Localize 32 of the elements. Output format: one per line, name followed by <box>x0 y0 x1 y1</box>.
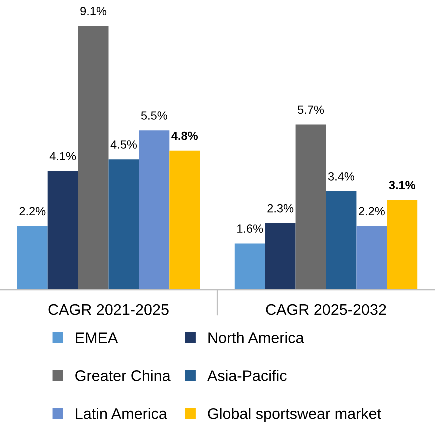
data-label: 2.2% <box>359 207 385 216</box>
data-label: 9.1% <box>80 7 107 16</box>
data-label: 1.6% <box>238 224 264 234</box>
bar <box>234 244 266 290</box>
data-label: 3.4% <box>328 172 355 181</box>
legend-label: Global sportswear market <box>208 408 382 422</box>
legend-label: EMEA <box>76 332 118 344</box>
data-label: 4.1% <box>50 152 76 160</box>
bar <box>17 226 48 290</box>
data-label: 5.7% <box>298 106 324 114</box>
bar <box>356 226 388 290</box>
legend-label: Asia-Pacific <box>208 370 287 382</box>
bar <box>265 223 296 290</box>
bar <box>48 171 78 290</box>
bar <box>296 124 326 290</box>
x-tick-label: CAGR 2025-2032 <box>266 304 386 316</box>
data-label: 4.8% <box>172 132 198 140</box>
data-label: 5.5% <box>141 112 168 120</box>
data-label: 2.2% <box>20 207 46 216</box>
bar <box>78 26 109 290</box>
legend-label: Latin America <box>76 408 168 420</box>
bar <box>170 150 200 290</box>
x-tick-label: CAGR 2021-2025 <box>48 304 169 316</box>
bar <box>139 130 170 290</box>
data-label: 4.5% <box>110 140 138 149</box>
legend-label: North America <box>208 332 304 344</box>
bar <box>108 160 140 290</box>
bar <box>387 200 418 290</box>
legend-label: Greater China <box>76 370 171 382</box>
bar <box>326 192 357 290</box>
data-label: 2.3% <box>268 204 294 213</box>
data-label: 3.1% <box>389 181 416 190</box>
